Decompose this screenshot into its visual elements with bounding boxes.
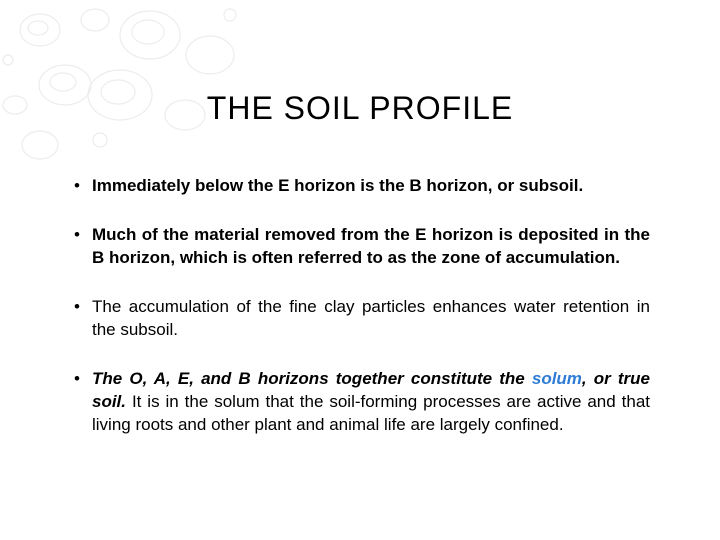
bullet-item: Much of the material removed from the E … — [70, 224, 650, 270]
bullet-item: Immediately below the E horizon is the B… — [70, 175, 650, 198]
bullet-text-segment: It is in the solum that the soil-forming… — [92, 392, 650, 434]
bullet-list: Immediately below the E horizon is the B… — [70, 175, 650, 437]
bullet-text-segment: The O, A, E, and B horizons together con… — [92, 369, 532, 388]
bullet-text-segment: solum — [532, 369, 582, 388]
bullet-text-segment: Much of the material removed from the E … — [92, 225, 650, 267]
bullet-text-segment: The accumulation of the fine clay partic… — [92, 297, 650, 339]
bullet-text-segment: Immediately below the E horizon is the B… — [92, 176, 583, 195]
bullet-item: The O, A, E, and B horizons together con… — [70, 368, 650, 437]
slide-title: THE SOIL PROFILE — [70, 90, 650, 127]
bullet-item: The accumulation of the fine clay partic… — [70, 296, 650, 342]
slide-container: THE SOIL PROFILE Immediately below the E… — [0, 0, 720, 540]
